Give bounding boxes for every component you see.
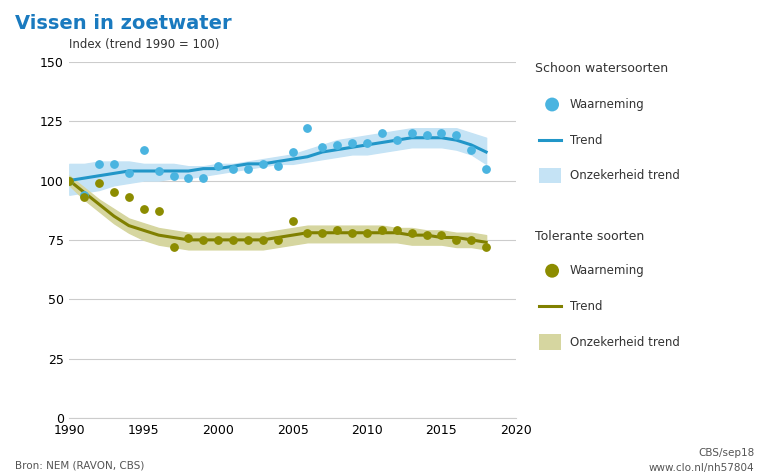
Point (197, 174, 209, 182)
Point (331, 227, 343, 234)
Point (361, 229, 373, 237)
Point (167, 172, 179, 180)
Point (480, 243, 492, 251)
Point (227, 236, 239, 244)
Point (272, 236, 284, 244)
Point (122, 193, 135, 201)
Point (435, 231, 447, 239)
Point (406, 229, 418, 237)
Point (420, 231, 433, 239)
Text: Vissen in zoetwater: Vissen in zoetwater (15, 14, 232, 33)
Point (286, 217, 299, 225)
Point (480, 165, 492, 172)
Point (182, 174, 195, 182)
Text: Bron: NEM (RAVON, CBS): Bron: NEM (RAVON, CBS) (15, 460, 145, 470)
Point (93, 160, 105, 168)
Point (435, 129, 447, 137)
Point (420, 132, 433, 139)
Point (406, 129, 418, 137)
Point (122, 170, 135, 177)
Point (450, 236, 463, 244)
Text: Waarneming: Waarneming (570, 264, 644, 277)
Text: Trend: Trend (570, 300, 602, 313)
Point (390, 227, 403, 234)
Point (108, 160, 120, 168)
Point (286, 148, 299, 156)
Text: Onzekerheid trend: Onzekerheid trend (570, 169, 680, 182)
Point (242, 165, 254, 172)
Point (256, 160, 269, 168)
Point (212, 236, 224, 244)
Point (242, 236, 254, 244)
Text: Tolerante soorten: Tolerante soorten (535, 230, 644, 243)
Point (93, 179, 105, 187)
Point (138, 205, 150, 213)
Point (465, 236, 477, 244)
Point (63, 177, 75, 184)
Text: Schoon watersoorten: Schoon watersoorten (535, 62, 668, 75)
Point (376, 227, 388, 234)
Point (197, 236, 209, 244)
Point (152, 167, 165, 175)
Text: CBS/sep18: CBS/sep18 (698, 448, 755, 458)
Point (167, 243, 179, 251)
Point (272, 162, 284, 170)
Point (390, 136, 403, 144)
Point (316, 229, 329, 237)
Point (108, 189, 120, 196)
Point (212, 162, 224, 170)
Point (152, 208, 165, 215)
Text: Trend: Trend (570, 133, 602, 147)
Point (346, 139, 358, 146)
Point (138, 146, 150, 153)
Point (346, 229, 358, 237)
Point (182, 234, 195, 241)
Text: Onzekerheid trend: Onzekerheid trend (570, 335, 680, 349)
Text: Waarneming: Waarneming (570, 98, 644, 111)
Point (301, 124, 313, 132)
Point (256, 236, 269, 244)
Point (331, 141, 343, 149)
Point (78, 193, 90, 201)
Point (227, 165, 239, 172)
Point (376, 129, 388, 137)
Text: Index (trend 1990 = 100): Index (trend 1990 = 100) (69, 38, 219, 51)
Point (465, 146, 477, 153)
Point (361, 139, 373, 146)
Point (301, 229, 313, 237)
Text: www.clo.nl/nh57804: www.clo.nl/nh57804 (649, 463, 755, 473)
Point (78, 191, 90, 199)
Point (63, 177, 75, 184)
Point (316, 143, 329, 151)
Point (450, 132, 463, 139)
